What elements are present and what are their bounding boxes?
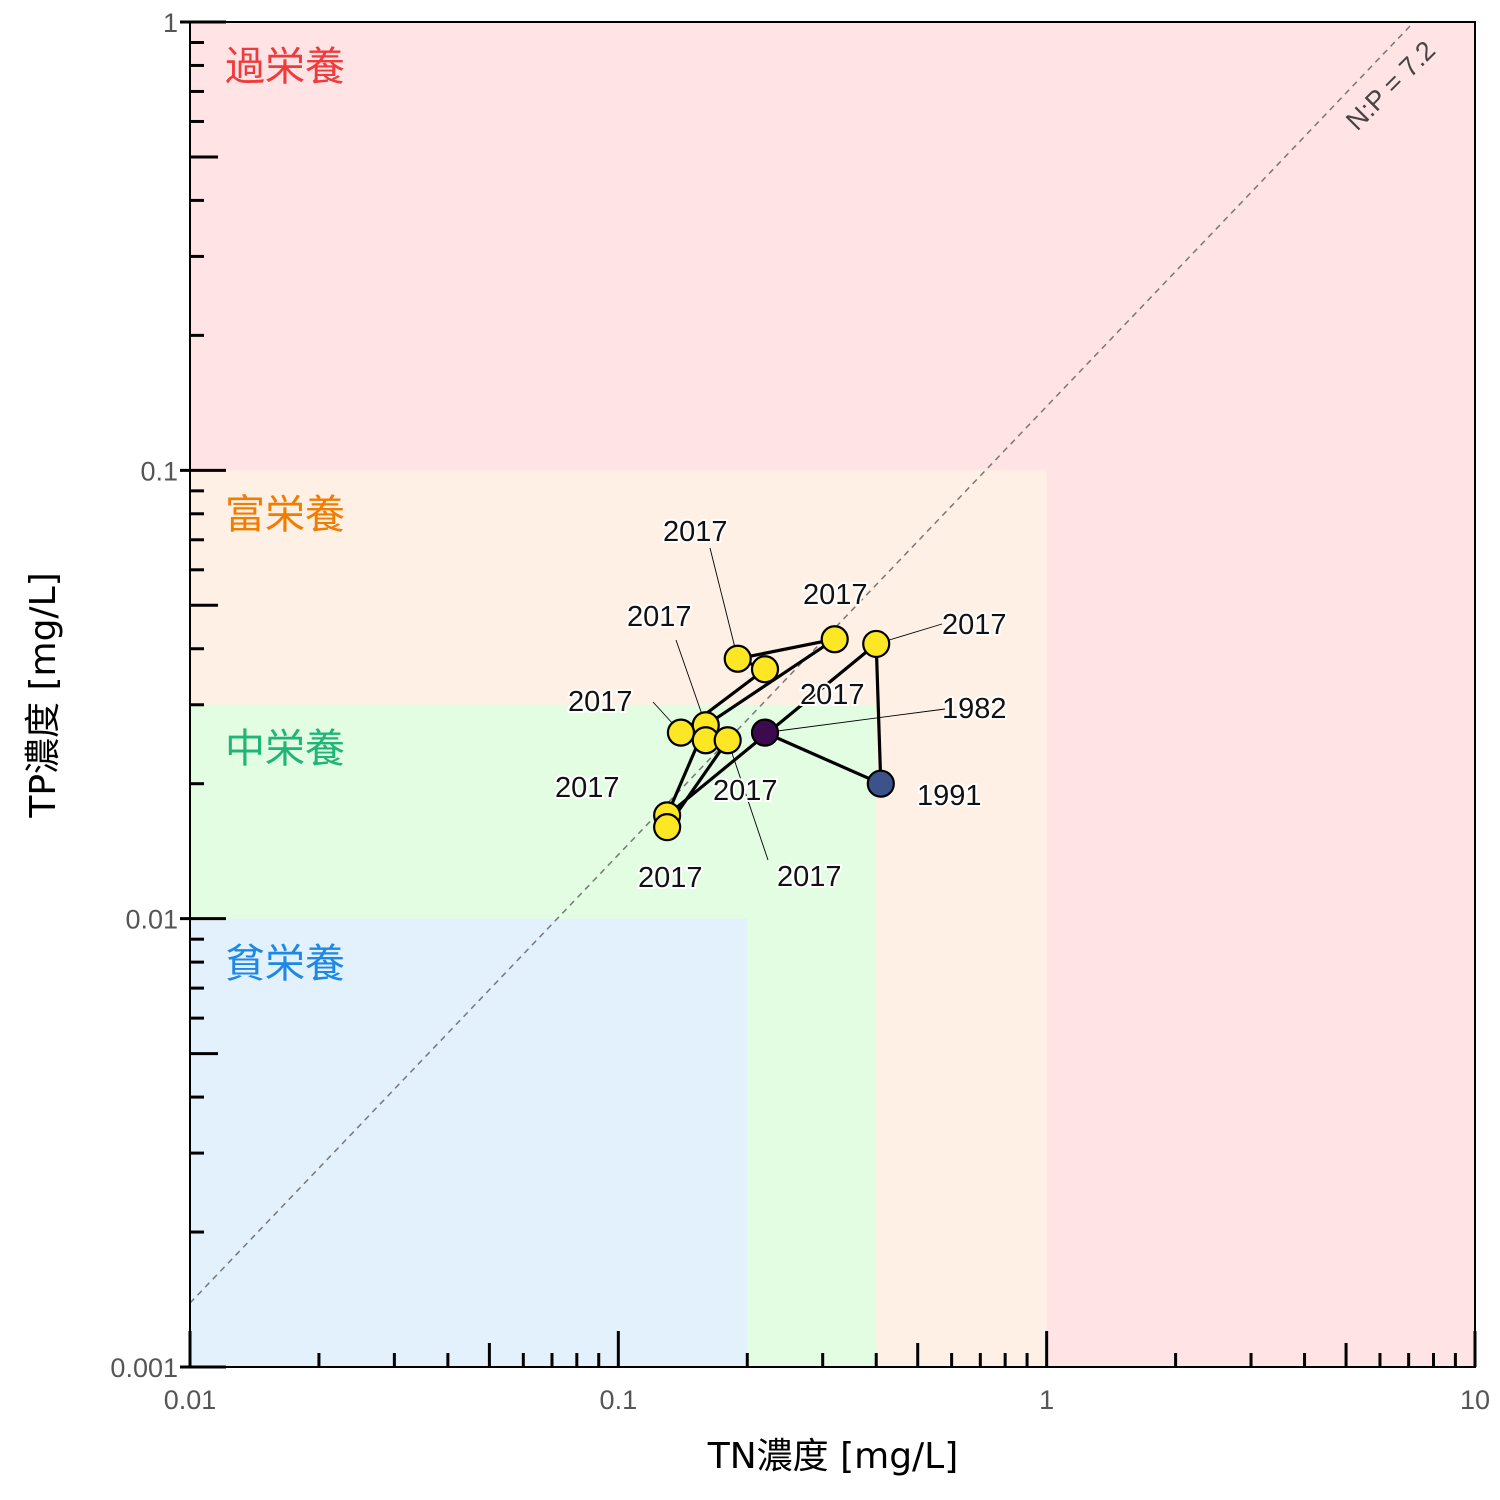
plot-frame	[189, 21, 1476, 1368]
zone-label-4: 貧栄養	[225, 941, 345, 987]
point-label-4: 2017	[555, 772, 620, 804]
point-label-7: 2017	[663, 516, 728, 548]
zone-label-1: 過栄養	[225, 44, 345, 90]
y-tick-label-4: 1	[163, 8, 178, 38]
data-point-11	[713, 726, 742, 755]
data-point-8	[750, 655, 780, 684]
point-label-11: 2017	[777, 861, 842, 893]
zone-4	[190, 918, 748, 1367]
zone-label-2: 富栄養	[225, 492, 345, 538]
y-axis-title: TP濃度 [mg/L]	[23, 572, 64, 818]
point-label-6: 2017	[803, 579, 868, 611]
data-point-1	[750, 718, 780, 747]
point-label-12: 2017	[638, 862, 703, 894]
data-point-3	[862, 629, 891, 659]
x-tick-label-4: 10	[1460, 1385, 1490, 1415]
point-label-9: 2017	[568, 686, 633, 718]
point-label-2: 1991	[917, 780, 982, 812]
leader-7	[709, 547, 739, 659]
label-leaders	[652, 547, 946, 861]
data-point-6	[820, 625, 849, 654]
point-label-5: 2017	[627, 601, 692, 633]
data-points	[653, 625, 895, 842]
y-tick-label-3: 0.1	[140, 456, 178, 486]
y-tick-label-1: 0.001	[110, 1353, 178, 1383]
zone-label-3: 中栄養	[225, 726, 345, 772]
data-point-2	[866, 769, 895, 798]
point-label-3: 2017	[942, 609, 1007, 641]
data-point-7	[723, 644, 752, 673]
point-labels: 1982 1991 2017 2017 2017 2017 2017 2017 2017 2017…	[553, 514, 1009, 896]
x-tick-label-2: 0.1	[600, 1385, 638, 1415]
point-label-10: 2017	[713, 775, 778, 807]
point-label-8: 2017	[800, 679, 865, 711]
x-tick-label-3: 1	[1039, 1385, 1054, 1415]
data-point-9	[666, 718, 696, 747]
y-tick-label-2: 0.01	[125, 905, 178, 935]
point-label-1: 1982	[942, 693, 1007, 725]
leader-11	[727, 740, 769, 861]
x-tick-label-1: 0.01	[164, 1385, 217, 1415]
data-point-12	[653, 813, 682, 842]
x-axis-title: TN濃度 [mg/L]	[707, 1436, 959, 1477]
leader-1	[764, 708, 946, 734]
leader-5	[675, 639, 707, 726]
